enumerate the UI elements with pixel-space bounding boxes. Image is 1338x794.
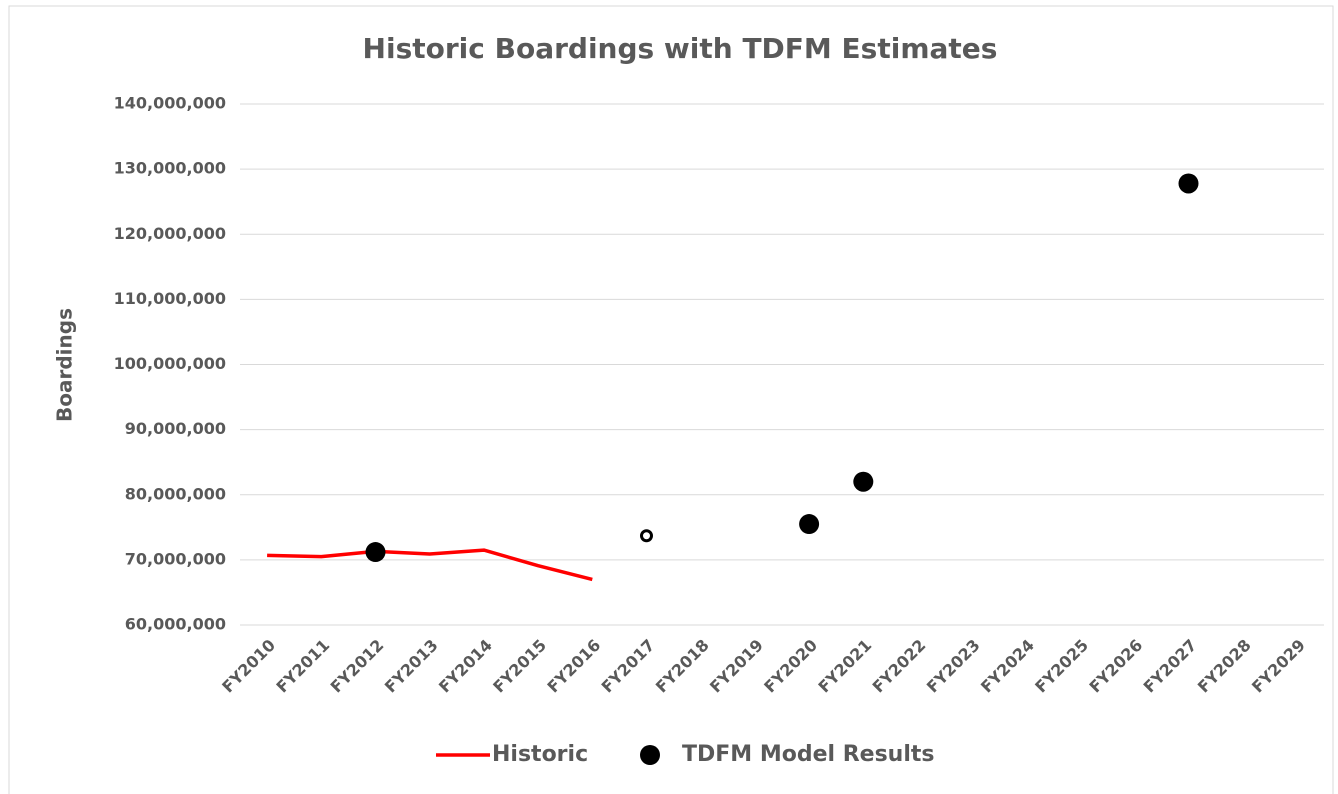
model-point (799, 514, 820, 535)
legend-label: TDFM Model Results (682, 742, 935, 767)
y-tick-label: 90,000,000 (125, 419, 226, 438)
chart-title: Historic Boardings with TDFM Estimates (363, 32, 998, 65)
legend-label: Historic (492, 742, 588, 767)
y-tick-label: 80,000,000 (125, 484, 226, 503)
y-tick-label: 140,000,000 (114, 94, 226, 113)
y-axis-label: Boardings (53, 308, 77, 422)
model-point (1178, 173, 1199, 194)
y-tick-label: 130,000,000 (114, 159, 226, 178)
model-point (853, 471, 874, 492)
y-tick-label: 120,000,000 (114, 224, 226, 243)
historic-line (267, 548, 593, 582)
model-point (640, 529, 653, 543)
chart-frame (8, 5, 1334, 794)
y-tick-label: 60,000,000 (125, 615, 226, 634)
model-point (365, 542, 386, 563)
legend-swatch (640, 745, 660, 765)
y-tick-label: 110,000,000 (114, 289, 226, 308)
y-tick-label: 70,000,000 (125, 549, 226, 568)
y-tick-label: 100,000,000 (114, 354, 226, 373)
